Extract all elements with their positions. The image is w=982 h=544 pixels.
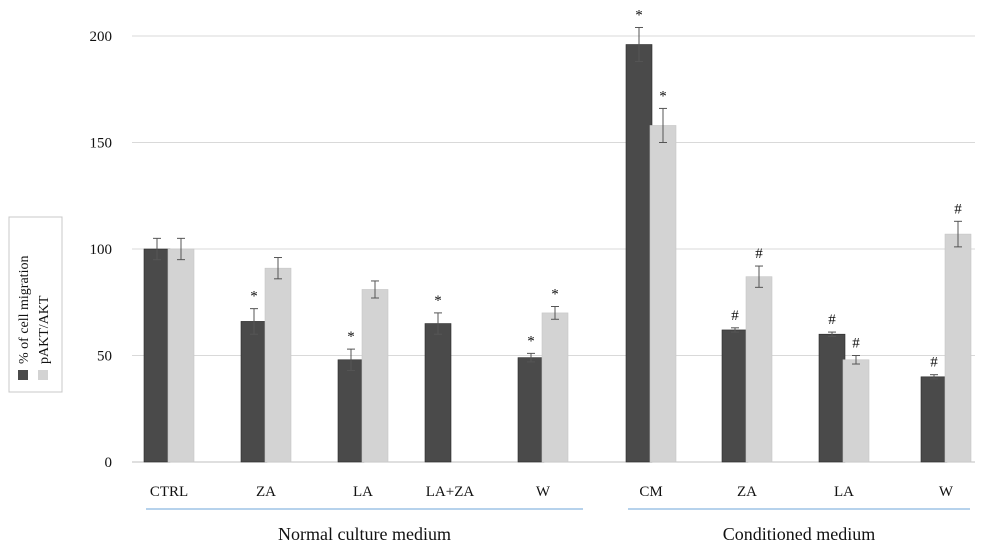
legend-label-pakt: pAKT/AKT bbox=[37, 295, 52, 364]
significance-star: * bbox=[635, 7, 643, 23]
significance-hash: # bbox=[755, 246, 763, 262]
bar bbox=[264, 267, 292, 463]
significance-star: * bbox=[659, 88, 667, 104]
significance-hash: # bbox=[930, 355, 938, 371]
significance-hash: # bbox=[731, 308, 739, 324]
significance-hash: # bbox=[828, 312, 836, 328]
bar bbox=[240, 321, 268, 463]
category-labels: CTRL ZA LA LA+ZA W CM ZA LA W Normal culture medi… bbox=[146, 484, 970, 544]
legend-box bbox=[8, 216, 63, 393]
legend-label-migration: % of cell migration bbox=[17, 256, 32, 364]
legend-swatch-pakt bbox=[38, 370, 48, 380]
significance-star: * bbox=[527, 333, 535, 349]
category-label: LA+ZA bbox=[426, 484, 475, 500]
bar bbox=[541, 312, 569, 463]
bar bbox=[143, 248, 171, 463]
category-label: W bbox=[939, 484, 954, 500]
significance-star: * bbox=[551, 287, 559, 303]
significance-hash: # bbox=[954, 201, 962, 217]
legend-swatch-migration bbox=[18, 370, 28, 380]
bar bbox=[944, 233, 972, 463]
y-tick-label: 100 bbox=[90, 242, 113, 258]
bar bbox=[424, 323, 452, 463]
category-label: CM bbox=[639, 484, 662, 500]
group-label: Conditioned medium bbox=[723, 524, 876, 544]
significance-star: * bbox=[434, 293, 442, 309]
y-tick-label: 0 bbox=[105, 455, 113, 471]
bar bbox=[818, 333, 846, 463]
bar bbox=[745, 276, 773, 463]
category-label: W bbox=[536, 484, 551, 500]
bar bbox=[920, 376, 948, 463]
bar bbox=[649, 125, 677, 463]
legend: % of cell migration pAKT/AKT bbox=[8, 216, 63, 393]
bar bbox=[167, 248, 195, 463]
bar bbox=[625, 44, 653, 463]
y-tick-label: 150 bbox=[90, 136, 113, 152]
significance-star: * bbox=[347, 329, 355, 345]
bars: * * * * * # # # * * # # # bbox=[143, 7, 972, 463]
category-label: ZA bbox=[256, 484, 276, 500]
group-label: Normal culture medium bbox=[278, 524, 451, 544]
bar bbox=[361, 289, 389, 463]
bar bbox=[517, 357, 545, 463]
bar bbox=[842, 359, 870, 463]
category-label: CTRL bbox=[150, 484, 188, 500]
category-label: LA bbox=[353, 484, 373, 500]
significance-star: * bbox=[250, 289, 258, 305]
category-label: LA bbox=[834, 484, 854, 500]
y-tick-label: 200 bbox=[90, 29, 113, 45]
bar bbox=[337, 359, 365, 463]
y-axis: 0 50 100 150 200 bbox=[90, 29, 113, 471]
significance-hash: # bbox=[852, 336, 860, 352]
category-label: ZA bbox=[737, 484, 757, 500]
bar bbox=[721, 329, 749, 463]
y-tick-label: 50 bbox=[97, 349, 112, 365]
